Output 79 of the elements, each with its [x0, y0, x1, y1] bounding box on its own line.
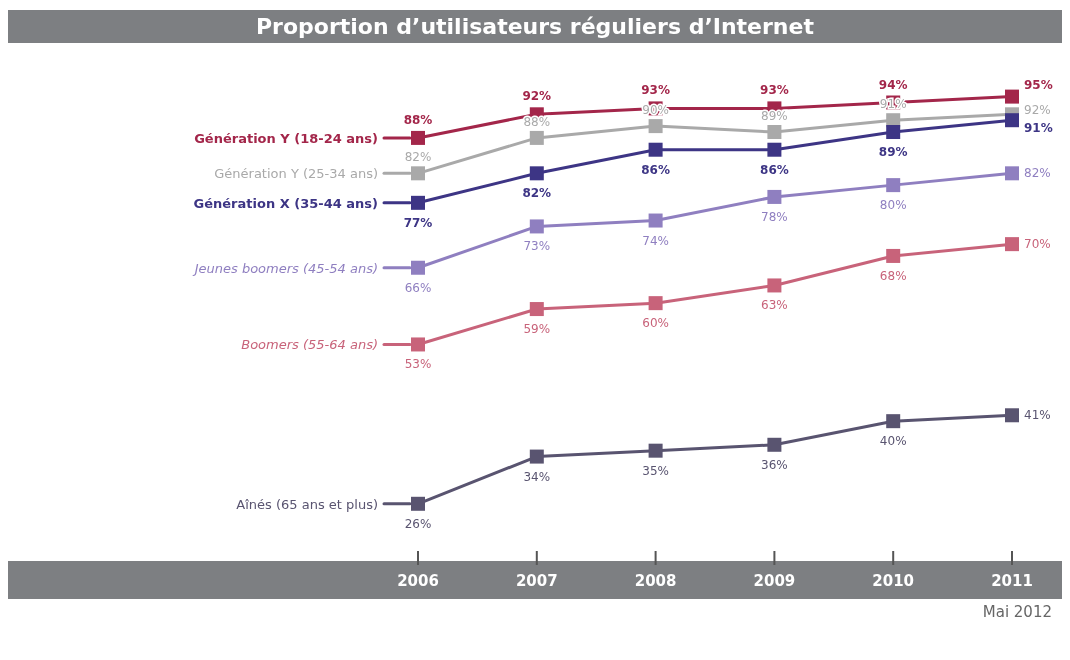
data-label: 41%: [1024, 408, 1051, 423]
point: [886, 178, 901, 193]
data-label: 82%: [522, 186, 552, 201]
data-label: 89%: [878, 145, 908, 160]
text: Mai 2012: [982, 603, 1052, 621]
data-label: 93%: [760, 83, 789, 98]
legend-label: Aînés (65 ans et plus): [236, 496, 378, 512]
point: [648, 142, 663, 157]
legend-label: Génération X (35-44 ans): [193, 195, 378, 211]
data-label: 92%: [1024, 103, 1051, 118]
point: [411, 195, 425, 210]
data-label: 53%: [404, 357, 432, 372]
data-label: 95%: [1024, 77, 1053, 92]
point: [411, 496, 425, 511]
point: [411, 130, 425, 145]
point: [1005, 408, 1019, 423]
data-label: 60%: [642, 316, 669, 331]
data-label: 90%: [642, 103, 669, 118]
point: [411, 260, 425, 275]
point: [648, 296, 663, 311]
data-label: 63%: [761, 298, 788, 313]
legend-label: Génération Y (18-24 ans): [194, 130, 378, 146]
data-label: 40%: [879, 434, 907, 449]
chart-title: Proportion d’utilisateurs réguliers d’Internet: [8, 10, 1062, 43]
data-label: 70%: [1024, 237, 1051, 252]
point: [886, 125, 901, 140]
data-label: 82%: [1024, 166, 1051, 181]
x-tick-label: 2006: [397, 571, 439, 590]
point: [529, 166, 544, 181]
point: [886, 248, 901, 263]
point: [529, 219, 544, 234]
data-label: 91%: [879, 97, 907, 112]
x-tick-label: 2008: [634, 571, 677, 590]
point: [648, 443, 663, 458]
point: [767, 278, 782, 293]
point: [648, 119, 663, 134]
data-label: 34%: [523, 469, 551, 484]
point: [767, 437, 782, 452]
x-tick-label: 2011: [991, 571, 1033, 590]
point: [1005, 166, 1019, 181]
point: [767, 142, 782, 157]
data-label: 73%: [523, 239, 551, 254]
data-label: 74%: [642, 233, 669, 248]
point: [529, 449, 544, 464]
data-label: 86%: [641, 162, 670, 177]
data-label: 77%: [403, 215, 433, 230]
x-tick-label: 2007: [515, 571, 558, 590]
legend-label: Jeunes boomers (45-54 ans): [191, 260, 378, 276]
point: [529, 302, 544, 317]
data-label: 93%: [641, 83, 670, 98]
point: [1005, 237, 1019, 252]
point: [1005, 113, 1019, 128]
data-label: 92%: [522, 89, 552, 104]
data-label: 86%: [760, 162, 789, 177]
point: [411, 166, 425, 181]
data-label: 59%: [523, 322, 551, 337]
point: [529, 130, 544, 145]
data-label: 35%: [642, 463, 669, 478]
x-tick-label: 2009: [753, 571, 796, 590]
point: [648, 213, 663, 228]
data-label: 26%: [404, 516, 432, 531]
data-label: 78%: [761, 209, 788, 224]
point: [886, 414, 901, 429]
legend-label: Génération Y (25-34 ans): [214, 166, 378, 182]
point: [767, 125, 782, 140]
point: [1005, 89, 1019, 104]
data-label: 66%: [404, 280, 432, 295]
x-tick-label: 2010: [872, 571, 915, 590]
data-label: 94%: [878, 77, 908, 92]
data-label: 88%: [523, 114, 551, 129]
data-label: 36%: [761, 457, 788, 472]
data-label: 88%: [403, 112, 433, 127]
point: [411, 337, 425, 352]
data-label: 91%: [1024, 121, 1053, 136]
point: [767, 189, 782, 204]
data-label: 68%: [879, 268, 907, 283]
legend-label: Boomers (55-64 ans): [241, 337, 378, 353]
data-label: 80%: [879, 198, 907, 213]
data-label: 82%: [404, 150, 432, 165]
